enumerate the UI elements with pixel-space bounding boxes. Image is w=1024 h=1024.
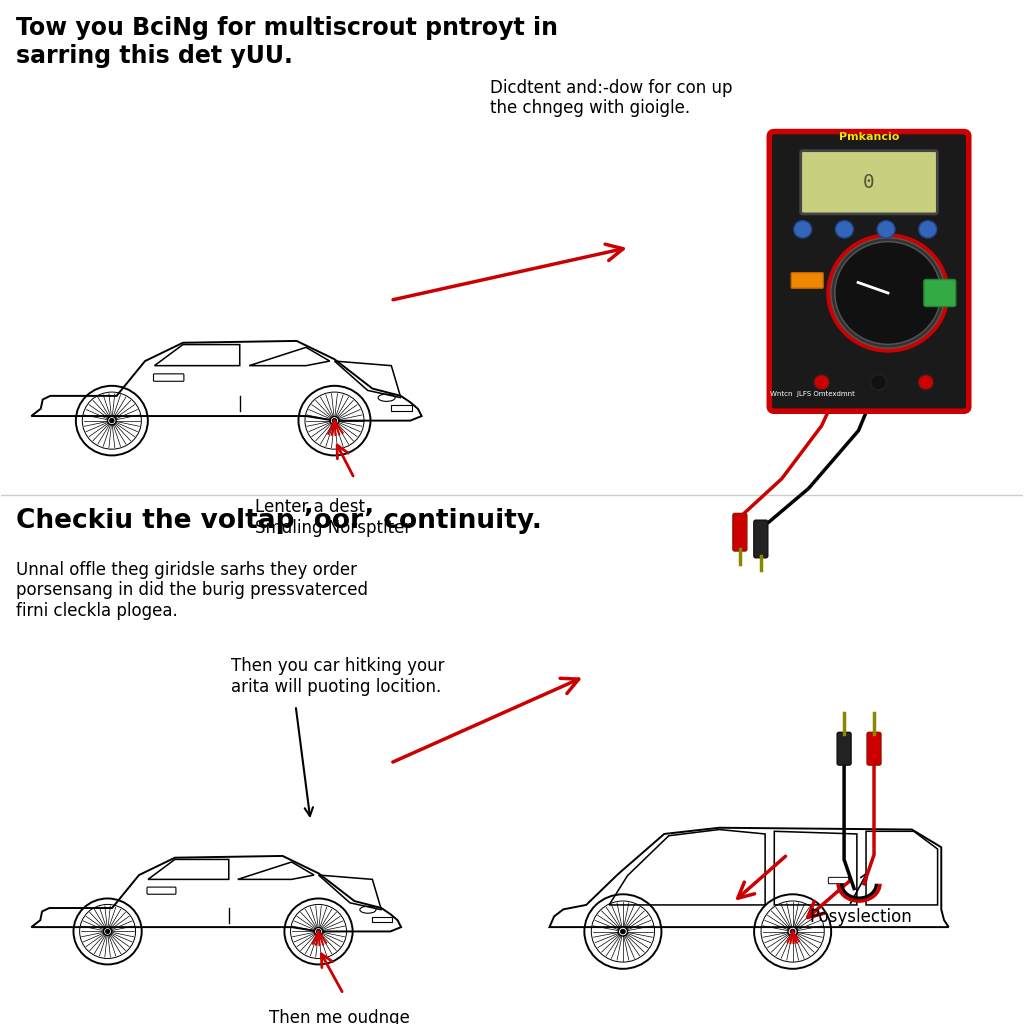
- Circle shape: [835, 242, 941, 344]
- FancyBboxPatch shape: [837, 732, 851, 765]
- Text: Posyslection: Posyslection: [809, 908, 912, 926]
- Circle shape: [830, 238, 945, 348]
- FancyBboxPatch shape: [867, 732, 881, 765]
- Circle shape: [621, 930, 626, 934]
- FancyBboxPatch shape: [943, 133, 971, 410]
- Text: Unnal offle theg giridsle sarhs they order
porsensang in did the burig pressvate: Unnal offle theg giridsle sarhs they ord…: [16, 561, 369, 621]
- Text: Tow you BciNg for multiscrout pntroyt in
sarring this det yUU.: Tow you BciNg for multiscrout pntroyt in…: [16, 15, 558, 68]
- Circle shape: [836, 220, 853, 238]
- Circle shape: [314, 928, 323, 935]
- FancyBboxPatch shape: [754, 520, 768, 558]
- Text: Wntcn  JLFS Omtexdmnt: Wntcn JLFS Omtexdmnt: [770, 391, 855, 396]
- Text: 0: 0: [863, 173, 874, 191]
- Text: Lenter a dest
Smdling Norsptiter: Lenter a dest Smdling Norsptiter: [255, 498, 411, 537]
- Circle shape: [618, 927, 628, 936]
- FancyBboxPatch shape: [733, 513, 746, 551]
- Circle shape: [814, 375, 829, 390]
- Circle shape: [110, 419, 114, 423]
- FancyBboxPatch shape: [792, 272, 823, 288]
- Circle shape: [333, 419, 337, 423]
- Circle shape: [316, 930, 321, 934]
- Text: Then me oudnge: Then me oudnge: [268, 1009, 410, 1024]
- Text: Then you car hitking your
arita will puoting locition.: Then you car hitking your arita will puo…: [230, 657, 444, 696]
- Circle shape: [870, 375, 887, 390]
- FancyBboxPatch shape: [924, 280, 955, 306]
- Circle shape: [918, 375, 934, 390]
- Circle shape: [919, 220, 937, 238]
- FancyBboxPatch shape: [801, 151, 937, 214]
- Circle shape: [791, 930, 795, 934]
- Circle shape: [878, 220, 895, 238]
- FancyBboxPatch shape: [768, 133, 797, 410]
- Circle shape: [103, 928, 112, 935]
- Circle shape: [108, 417, 116, 425]
- Circle shape: [827, 233, 949, 352]
- Text: Pmkancio: Pmkancio: [839, 132, 899, 141]
- Circle shape: [105, 930, 110, 934]
- Circle shape: [330, 417, 339, 425]
- Text: Checkiu the voltap ’oor’ continuity.: Checkiu the voltap ’oor’ continuity.: [16, 508, 543, 534]
- FancyBboxPatch shape: [769, 131, 969, 412]
- Text: Dicdtent and:-dow for con up
the chngeg with gioigle.: Dicdtent and:-dow for con up the chngeg …: [490, 79, 732, 118]
- Circle shape: [794, 220, 812, 238]
- Circle shape: [788, 927, 798, 936]
